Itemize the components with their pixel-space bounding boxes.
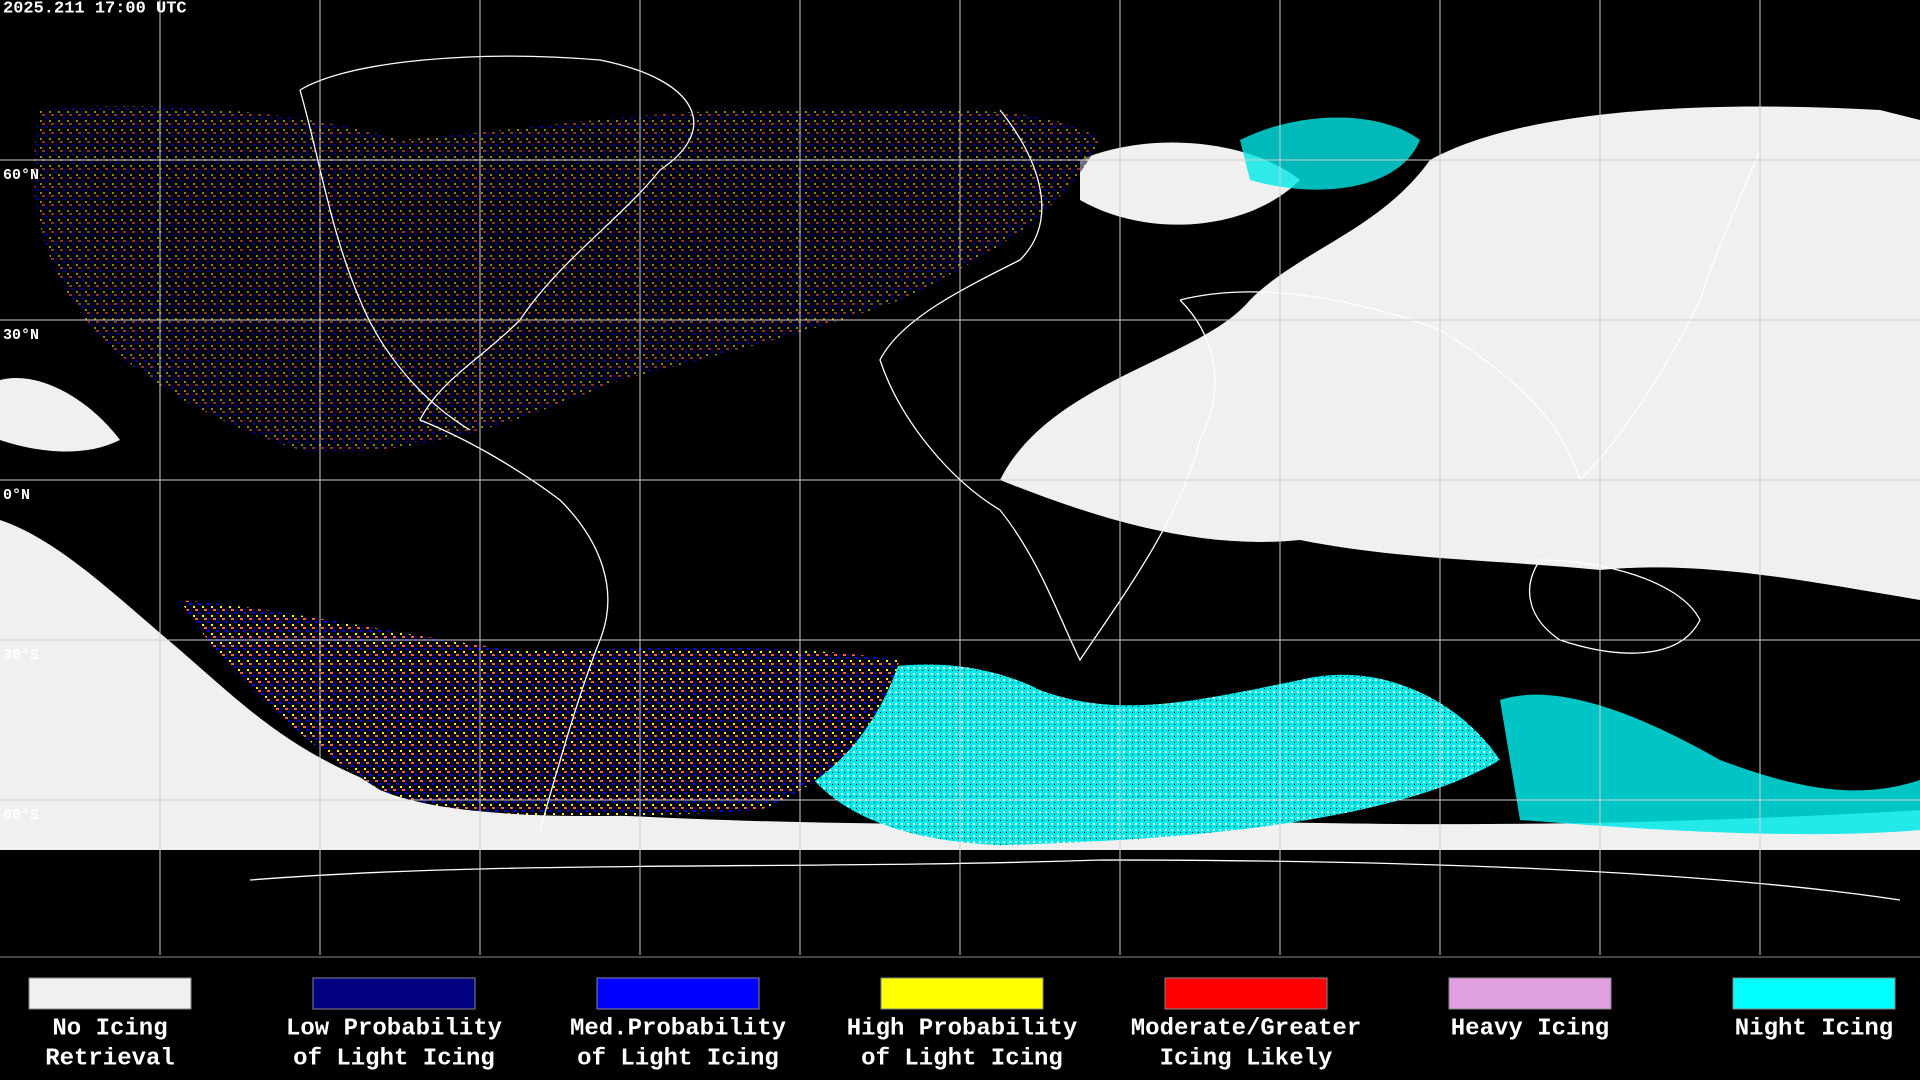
- graticule: [0, 0, 1920, 955]
- legend-swatch: [1732, 977, 1896, 1010]
- cloud-region: [0, 378, 120, 452]
- legend-label: Med.Probability: [570, 1015, 786, 1042]
- legend-swatch: [1164, 977, 1328, 1010]
- legend-label: Heavy Icing: [1451, 1015, 1609, 1042]
- legend-label: Night Icing: [1735, 1015, 1893, 1042]
- legend: No Icing Retrieval Low Probability of Light…: [28, 977, 1896, 1072]
- timestamp: 2025.211 17:00 UTC: [3, 0, 187, 18]
- coastline: [249, 859, 1901, 901]
- night-region: [1240, 117, 1420, 190]
- latitude-label: 60°S: [3, 807, 39, 824]
- legend-swatch: [880, 977, 1044, 1010]
- coastline: [299, 89, 471, 431]
- cloud-regions: [0, 106, 1920, 850]
- latitude-label: 30°S: [3, 647, 39, 664]
- night-region: [1500, 694, 1920, 835]
- cloud-region: [0, 520, 1920, 850]
- coastline: [879, 109, 1216, 662]
- legend-swatch: [596, 977, 760, 1010]
- cloud-region: [1000, 106, 1920, 600]
- legend-swatch: [1448, 977, 1612, 1010]
- legend-label: Icing Likely: [1160, 1045, 1333, 1072]
- icing-region: [180, 600, 900, 816]
- legend-label: of Light Icing: [577, 1045, 779, 1072]
- legend-label: No Icing: [52, 1015, 167, 1042]
- legend-label: of Light Icing: [293, 1045, 495, 1072]
- coastlines: [249, 55, 1901, 901]
- legend-label: of Light Icing: [861, 1045, 1063, 1072]
- legend-label: Moderate/Greater: [1131, 1015, 1361, 1042]
- latitude-label: 60°N: [3, 167, 39, 184]
- coastline: [1179, 149, 1761, 482]
- legend-swatch: [312, 977, 476, 1010]
- legend-label: Retrieval: [45, 1045, 175, 1072]
- cloud-region: [1080, 142, 1300, 225]
- latitude-label: 30°N: [3, 327, 39, 344]
- icing-region: [34, 106, 1100, 452]
- latitude-labels: 60°N 30°N 0°N 30°S 60°S: [3, 167, 39, 824]
- latitude-label: 0°N: [3, 487, 30, 504]
- legend-label: High Probability: [847, 1015, 1077, 1042]
- legend-label: Low Probability: [286, 1015, 502, 1042]
- coastline: [1528, 559, 1701, 654]
- legend-swatch: [28, 977, 192, 1010]
- coastline: [299, 55, 695, 831]
